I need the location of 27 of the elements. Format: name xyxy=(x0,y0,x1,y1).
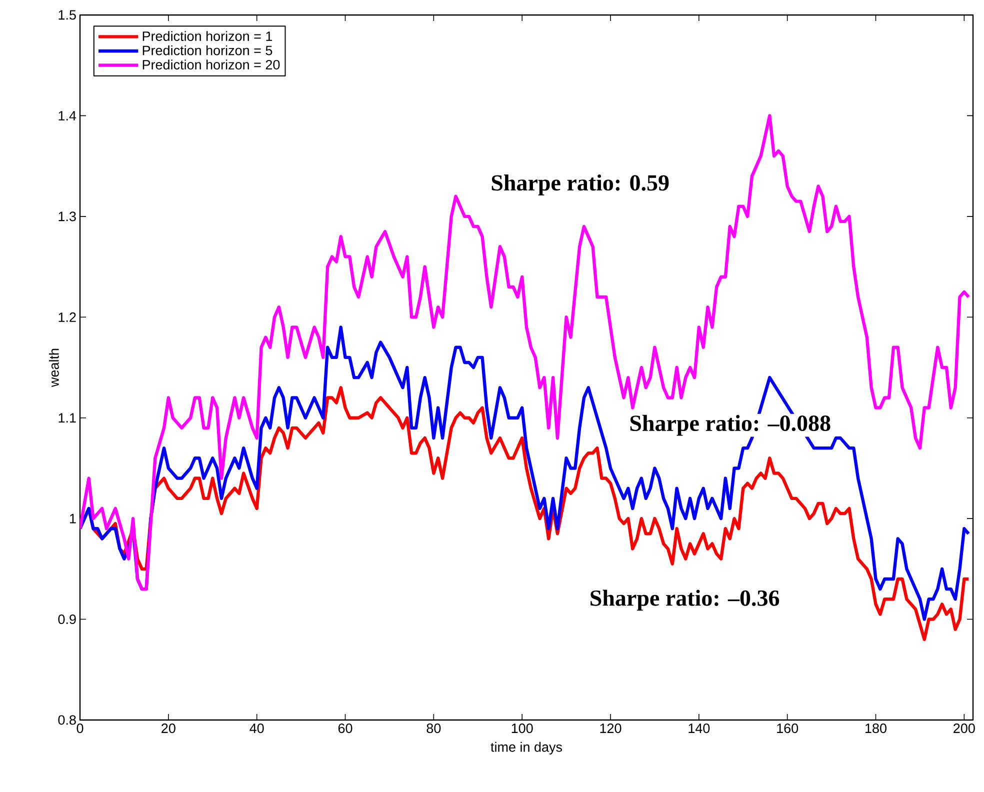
y-tick-label: 0.9 xyxy=(58,614,76,624)
annotation: Sharpe ratio: –0.36 xyxy=(590,590,780,611)
y-tick-label: 1.1 xyxy=(58,413,76,422)
y-tick-label: 0.8 xyxy=(58,715,76,725)
annotation: Sharpe ratio: 0.59 xyxy=(492,174,669,196)
legend-label: Prediction horizon = 5 xyxy=(142,45,272,56)
x-axis-title: time in days xyxy=(490,742,562,754)
y-tick-label: 1.4 xyxy=(58,111,76,120)
x-tick-label: 20 xyxy=(162,724,176,734)
x-tick-label: 160 xyxy=(777,724,798,734)
x-tick-label: 40 xyxy=(250,724,264,734)
legend-label: Prediction horizon = 1 xyxy=(142,31,272,41)
x-tick-label: 120 xyxy=(600,724,622,734)
annotation: Sharpe ratio: –0.088 xyxy=(630,414,830,436)
y-tick-label: 1.2 xyxy=(58,312,76,322)
x-tick-label: 140 xyxy=(688,724,710,734)
legend-label: Prediction horizon = 20 xyxy=(142,60,280,70)
x-tick-label: 200 xyxy=(954,724,975,734)
x-tick-label: 0 xyxy=(76,724,84,734)
x-tick-label: 80 xyxy=(426,724,441,734)
y-tick-label: 1 xyxy=(70,514,76,524)
y-tick-label: 1.3 xyxy=(58,212,76,222)
y-axis-title: wealth xyxy=(48,348,59,388)
x-tick-label: 180 xyxy=(866,724,886,734)
x-tick-label: 100 xyxy=(512,724,533,734)
x-tick-label: 60 xyxy=(338,724,352,734)
y-tick-label: 1.5 xyxy=(58,10,76,20)
